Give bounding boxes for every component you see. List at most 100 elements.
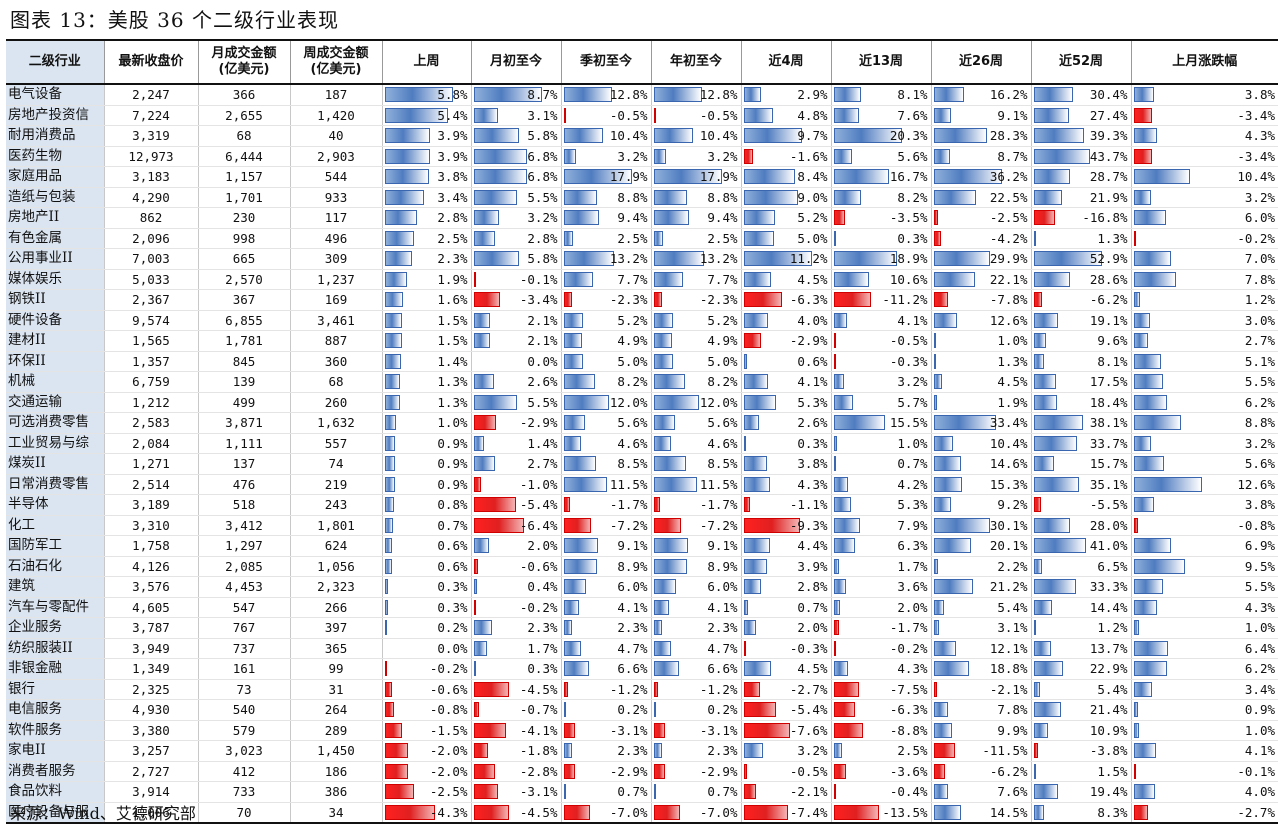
pct-label: 8.8% <box>707 189 738 205</box>
pct-label: 7.7% <box>707 271 738 287</box>
pct-cell: -3.4% <box>1130 105 1278 126</box>
data-bar <box>933 87 964 102</box>
data-bar <box>563 763 575 779</box>
pct-label: 36.2% <box>989 169 1028 184</box>
industry-name: 耐用消费品 <box>6 125 104 147</box>
value-cell: 4,290 <box>103 187 198 208</box>
value-cell: 1,111 <box>197 433 290 454</box>
pct-label: 5.0% <box>797 230 828 246</box>
pct-cell: 2.6% <box>470 371 561 393</box>
data-bar <box>933 333 936 348</box>
data-bar <box>1033 394 1058 410</box>
pct-cell: 8.7% <box>930 146 1031 167</box>
pct-label: 8.5% <box>707 456 738 471</box>
data-bar <box>1033 374 1056 389</box>
data-bar <box>743 107 773 123</box>
pct-label: 6.5% <box>1097 558 1128 574</box>
pct-label: 2.7% <box>527 456 558 471</box>
pct-cell: 10.6% <box>830 269 931 290</box>
pct-label: 6.2% <box>1244 394 1275 410</box>
data-bar <box>1133 722 1139 738</box>
pct-label: -0.2% <box>519 599 558 615</box>
pct-cell: 5.5% <box>1130 576 1278 598</box>
pct-cell: -0.5% <box>830 330 931 352</box>
pct-cell: 3.6% <box>830 576 931 598</box>
data-bar <box>933 353 936 369</box>
pct-label: -0.1% <box>519 271 558 287</box>
pct-cell: -13.5% <box>830 802 931 824</box>
pct-label: 9.1% <box>617 538 648 553</box>
data-bar <box>473 333 490 348</box>
data-bar <box>653 517 681 533</box>
data-bar <box>833 415 886 430</box>
value-cell: 309 <box>289 248 382 270</box>
value-cell: 624 <box>289 535 382 557</box>
data-bar <box>1133 804 1149 820</box>
data-bar <box>473 579 477 594</box>
pct-label: 0.3% <box>437 579 468 594</box>
pct-cell: -0.8% <box>381 699 471 721</box>
pct-cell: 1.5% <box>381 330 471 352</box>
pct-label: -3.6% <box>889 763 928 779</box>
pct-cell: -4.5% <box>470 802 561 824</box>
pct-label: 0.9% <box>437 435 468 451</box>
pct-cell: -7.4% <box>740 802 831 824</box>
data-bar <box>1133 743 1156 758</box>
pct-label: 3.2% <box>1244 189 1275 205</box>
industry-name: 化工 <box>6 515 104 536</box>
pct-cell: 5.3% <box>830 494 931 516</box>
pct-cell: 1.4% <box>470 433 561 454</box>
pct-label: 27.4% <box>1089 107 1128 123</box>
pct-label: 4.1% <box>617 599 648 615</box>
data-bar <box>563 456 596 471</box>
industry-name: 交通运输 <box>6 392 104 413</box>
data-bar <box>1033 620 1036 635</box>
pct-label: 15.3% <box>989 476 1028 492</box>
industry-name: 半导体 <box>6 494 104 516</box>
pct-cell: 4.0% <box>740 310 831 331</box>
pct-label: 20.3% <box>889 128 928 143</box>
pct-cell: 3.2% <box>1130 433 1278 454</box>
data-bar <box>933 456 961 471</box>
pct-label: 2.5% <box>617 230 648 246</box>
pct-label: 4.9% <box>707 333 738 348</box>
pct-label: 0.9% <box>437 476 468 492</box>
data-bar <box>473 189 517 205</box>
pct-label: -7.6% <box>789 722 828 738</box>
data-bar <box>473 804 509 820</box>
data-bar <box>933 107 951 123</box>
table-row: 建材II 1,565 1,781 887 1.5% 2.1% 4.9% 4.9% -2.9% -0… <box>6 330 1278 352</box>
data-bar <box>833 374 845 389</box>
pct-cell: 5.0% <box>560 351 651 372</box>
industry-name: 医疗设备与服 <box>6 802 104 824</box>
value-cell: 187 <box>289 84 382 106</box>
industry-name: 有色金属 <box>6 228 104 249</box>
pct-cell: 7.9% <box>830 515 931 536</box>
value-cell: 544 <box>289 166 382 188</box>
pct-cell: 3.2% <box>470 207 561 229</box>
pct-cell: -2.0% <box>381 740 471 762</box>
table-row: 化工 3,310 3,412 1,801 0.7% -6.4% -7.2% -7.2% -9.3… <box>6 515 1278 536</box>
data-bar <box>563 784 567 799</box>
pct-label: 1.0% <box>1244 722 1275 738</box>
pct-label: 12.6% <box>989 312 1028 328</box>
pct-label: 1.3% <box>1097 230 1128 246</box>
data-bar <box>933 415 997 430</box>
pct-label: 4.6% <box>707 435 738 451</box>
pct-cell: -4.2% <box>930 228 1031 249</box>
data-bar <box>1033 476 1079 492</box>
pct-cell: -3.4% <box>1130 146 1278 167</box>
data-bar <box>743 169 795 184</box>
pct-label: 3.8% <box>797 456 828 471</box>
pct-label: 4.3% <box>797 476 828 492</box>
data-bar <box>743 353 748 369</box>
value-cell: 68 <box>289 371 382 393</box>
pct-cell: 10.9% <box>1030 720 1131 741</box>
pct-label: 8.5% <box>617 456 648 471</box>
pct-label: 12.8% <box>609 87 648 102</box>
pct-cell: 4.2% <box>830 474 931 495</box>
value-cell: 68 <box>197 125 290 147</box>
data-bar <box>933 558 938 574</box>
data-bar <box>384 87 453 102</box>
pct-label: 0.7% <box>617 784 648 799</box>
